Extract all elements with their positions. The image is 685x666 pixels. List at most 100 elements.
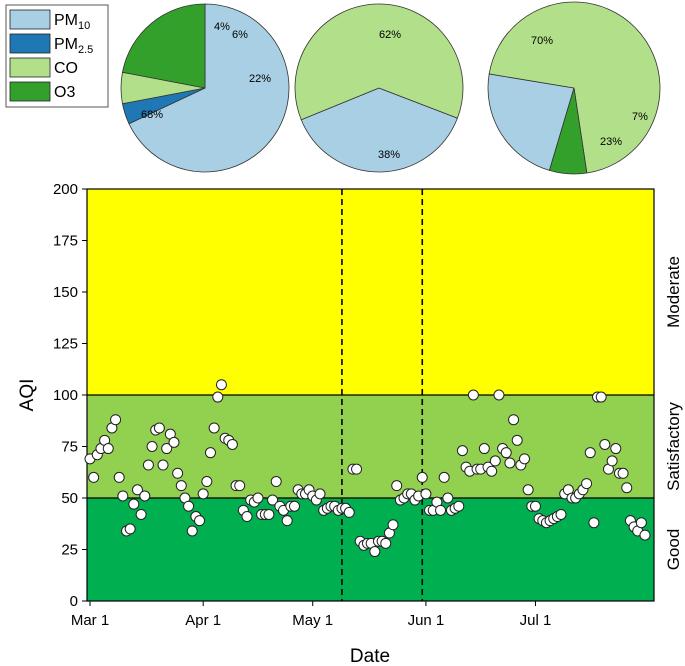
aqi-data-point xyxy=(581,478,593,490)
aqi-data-point xyxy=(241,511,253,523)
aqi-data-point xyxy=(489,455,501,467)
pie-slice-label: 7% xyxy=(632,111,648,123)
y-tick-label: 50 xyxy=(61,490,78,507)
y-tick-label: 25 xyxy=(61,542,78,559)
aqi-data-point xyxy=(267,494,279,506)
aqi-data-point xyxy=(456,445,468,457)
aqi-data-point xyxy=(88,471,100,483)
aqi-data-point xyxy=(555,508,567,520)
legend-label-base: PM xyxy=(54,12,78,29)
aqi-data-point xyxy=(635,517,647,529)
aqi-data-point xyxy=(113,471,125,483)
aqi-data-point xyxy=(453,500,465,512)
aqi-data-point xyxy=(194,515,206,527)
aqi-data-point xyxy=(493,389,505,401)
pie-slice xyxy=(300,87,458,173)
aqi-data-point xyxy=(234,480,246,492)
y-tick-label: 75 xyxy=(61,439,78,456)
aqi-data-point xyxy=(511,434,523,446)
aqi-data-point xyxy=(117,490,129,502)
aqi-data-point xyxy=(584,447,596,459)
pie-slice xyxy=(548,87,588,175)
aqi-data-point xyxy=(201,476,213,488)
x-axis-title: Date xyxy=(350,646,390,666)
legend-label-base: PM xyxy=(54,36,78,53)
y-tick-label: 175 xyxy=(53,233,78,250)
aqi-data-point xyxy=(110,414,122,426)
pie-slice-label: 62% xyxy=(379,29,401,41)
aqi-data-point xyxy=(197,488,209,500)
aqi-data-point xyxy=(529,500,541,512)
aqi-data-point xyxy=(135,508,147,520)
x-tick-label: Apr 1 xyxy=(185,612,221,629)
aqi-data-point xyxy=(204,447,216,459)
aqi-data-point xyxy=(617,467,629,479)
pie-slice-label: 23% xyxy=(600,136,622,148)
aqi-scatter-chart: 0 25 50 75 100 125 150 175 200 Mar 1 Apr 1 May 1 Jun… xyxy=(17,181,683,666)
aqi-data-point xyxy=(351,463,363,475)
pie-slice-label: 38% xyxy=(378,149,400,161)
pie-slice xyxy=(128,3,290,173)
pie-slice xyxy=(122,3,206,89)
legend-label: PM2.5 xyxy=(54,36,93,56)
y-axis-title: AQI xyxy=(17,379,38,412)
aqi-data-point xyxy=(588,517,600,529)
pie-slice-label: 6% xyxy=(232,29,248,41)
legend-label: PM10 xyxy=(54,12,90,32)
y-tick-label: 125 xyxy=(53,336,78,353)
x-tick-label: Jun 1 xyxy=(408,612,445,629)
aqi-data-point xyxy=(212,391,224,403)
legend-swatch xyxy=(9,57,51,78)
aqi-band-label: Satisfactory xyxy=(664,402,683,491)
aqi-data-point xyxy=(387,519,399,531)
aqi-data-point xyxy=(157,459,169,471)
pie-slice-label: 70% xyxy=(531,35,553,47)
aqi-data-point xyxy=(314,488,326,500)
aqi-data-point xyxy=(208,422,220,434)
legend-label: O3 xyxy=(54,84,75,101)
legend-label-subscript: 2.5 xyxy=(78,44,93,56)
aqi-data-point xyxy=(131,484,143,496)
aqi-data-point xyxy=(522,484,534,496)
aqi-data-point xyxy=(263,508,275,520)
aqi-data-point xyxy=(139,490,151,502)
aqi-data-point xyxy=(467,389,479,401)
aqi-data-point xyxy=(226,438,238,450)
pie-charts: 68% 4%6% 22% 38% 62% 23% 70% 7% xyxy=(120,1,661,175)
aqi-band-label: Moderate xyxy=(664,256,683,328)
aqi-data-point xyxy=(102,443,114,455)
y-tick-label: 200 xyxy=(53,181,78,198)
legend-label-base: CO xyxy=(54,60,78,77)
pie-slice-label: 4% xyxy=(214,21,230,33)
aqi-data-point xyxy=(124,523,136,535)
aqi-data-point xyxy=(186,525,198,537)
aqi-data-point xyxy=(621,482,633,494)
aqi-data-point xyxy=(478,443,490,455)
legend-label: CO xyxy=(54,60,78,77)
aqi-data-point xyxy=(168,436,180,448)
legend-label-subscript: 10 xyxy=(78,20,90,32)
aqi-data-point xyxy=(391,480,403,492)
aqi-data-point xyxy=(215,379,227,391)
aqi-band xyxy=(87,189,654,395)
aqi-data-point xyxy=(500,447,512,459)
y-tick-label: 0 xyxy=(70,593,78,610)
pie-slice xyxy=(487,73,575,171)
aqi-data-point xyxy=(606,455,618,467)
aqi-data-point xyxy=(343,506,355,518)
aqi-data-point xyxy=(146,441,158,452)
aqi-data-point xyxy=(486,465,498,477)
aqi-data-point xyxy=(380,537,392,549)
pie-slice-label: 68% xyxy=(141,109,163,121)
aqi-data-point xyxy=(442,492,454,504)
aqi-data-point xyxy=(183,500,195,512)
aqi-data-point xyxy=(161,443,173,455)
pie-slice xyxy=(294,3,464,121)
aqi-data-point xyxy=(270,476,282,488)
x-tick-label: Jul 1 xyxy=(520,612,552,629)
pie-slice-label: 22% xyxy=(249,73,271,85)
aqi-band-label: Good xyxy=(664,529,683,571)
aqi-data-point xyxy=(142,459,154,471)
